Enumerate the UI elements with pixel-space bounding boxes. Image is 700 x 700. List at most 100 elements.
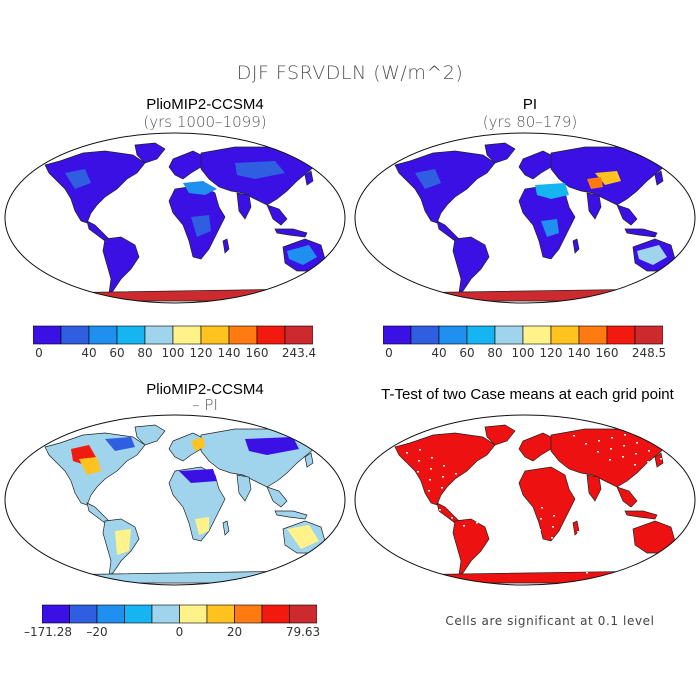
nonsignificant-cell: [405, 463, 407, 465]
land-southAmerica: [452, 518, 490, 576]
nonsignificant-cell: [624, 434, 626, 436]
nonsignificant-cell: [538, 540, 540, 542]
nonsignificant-cell: [528, 510, 530, 512]
land-europe: [518, 432, 556, 462]
nonsignificant-cell: [551, 537, 553, 539]
map-top-right: [354, 132, 696, 304]
land-indonesia: [274, 228, 308, 238]
nonsignificant-cell: [600, 558, 602, 560]
land-india: [586, 474, 602, 502]
nonsignificant-cell: [661, 447, 663, 449]
land-antarctica: [384, 570, 674, 584]
colorbar-tick-label: –171.28: [24, 625, 72, 639]
land-seAsia: [616, 204, 638, 226]
colorbar-tick-label: 160: [245, 346, 269, 360]
colorbar-tick-label: 40: [431, 346, 447, 360]
nonsignificant-cell: [577, 531, 579, 533]
nonsignificant-cell: [638, 560, 640, 562]
nonsignificant-cell: [477, 511, 479, 513]
nonsignificant-cell: [504, 494, 506, 496]
nonsignificant-cell: [564, 534, 566, 536]
colorbar-labels-top-right: 0 40 60 80 100 120 140 160 248.5: [383, 346, 667, 362]
nonsignificant-cell: [441, 487, 443, 489]
colorbar-swatch: [494, 325, 524, 345]
nonsignificant-cell: [514, 524, 516, 526]
colorbar-tick-label: 80: [137, 346, 153, 360]
nonsignificant-cell: [465, 503, 467, 505]
nonsignificant-cell: [576, 542, 578, 544]
colorbar-tick-label: –20: [86, 625, 108, 639]
land-patch: [79, 457, 101, 475]
nonsignificant-cell: [670, 488, 672, 490]
land-europe: [518, 150, 556, 180]
nonsignificant-cell: [453, 495, 455, 497]
nonsignificant-cell: [489, 519, 491, 521]
nonsignificant-cell: [563, 545, 565, 547]
land-antarctica: [34, 570, 324, 584]
land-seAsia: [266, 204, 288, 226]
colorbar-tick-label: 120: [189, 346, 213, 360]
nonsignificant-cell: [647, 461, 649, 463]
nonsignificant-cell: [427, 501, 429, 503]
nonsignificant-cell: [589, 539, 591, 541]
land-india: [236, 192, 252, 220]
land-antarctica: [384, 288, 674, 302]
nonsignificant-cell: [395, 433, 397, 435]
nonsignificant-cell: [550, 548, 552, 550]
land-indonesia: [274, 510, 308, 520]
nonsignificant-cell: [599, 569, 601, 571]
colorbar-swatch: [33, 325, 62, 345]
nonsignificant-cell: [673, 455, 675, 457]
panel-title-top-right: PI: [522, 96, 538, 113]
nonsignificant-cell: [500, 538, 502, 540]
nonsignificant-cell: [648, 450, 650, 452]
land-patch: [287, 525, 319, 549]
nonsignificant-cell: [549, 559, 551, 561]
nonsignificant-cell: [525, 543, 527, 545]
land-japan: [654, 452, 664, 468]
nonsignificant-cell: [455, 473, 457, 475]
land-patch: [595, 171, 621, 185]
land-indonesia: [624, 228, 658, 238]
nonsignificant-cell: [442, 476, 444, 478]
land-patch: [191, 215, 211, 237]
nonsignificant-cell: [429, 479, 431, 481]
map-bottom-right: [354, 414, 696, 586]
nonsignificant-cell: [439, 509, 441, 511]
colorbar-swatch: [634, 325, 663, 345]
colorbar-swatch: [144, 325, 174, 345]
colorbar-top-left: [33, 325, 313, 345]
nonsignificant-cell: [402, 496, 404, 498]
nonsignificant-cell: [443, 465, 445, 467]
nonsignificant-cell: [674, 444, 676, 446]
panel-subtitle-top-right: (yrs 80–179): [482, 113, 578, 131]
land-patch: [415, 169, 441, 189]
land-patch: [535, 183, 569, 199]
nonsignificant-cell: [573, 435, 575, 437]
colorbar-tick-label: 160: [595, 346, 619, 360]
nonsignificant-cell: [431, 457, 433, 459]
colorbar-tick-label: 0: [175, 625, 184, 639]
land-patch: [179, 469, 217, 483]
colorbar-bottom-left: [42, 604, 317, 624]
nonsignificant-cell: [491, 497, 493, 499]
nonsignificant-cell: [588, 550, 590, 552]
colorbar-swatch: [69, 604, 98, 624]
colorbar-swatch: [234, 604, 263, 624]
colorbar-tick-label: 248.5: [631, 346, 667, 360]
land-greenland: [134, 142, 166, 164]
nonsignificant-cell: [646, 472, 648, 474]
land-india: [586, 192, 602, 220]
land-seAsia: [616, 486, 638, 508]
nonsignificant-cell: [527, 521, 529, 523]
nonsignificant-cell: [622, 456, 624, 458]
nonsignificant-cell: [490, 508, 492, 510]
land-patch: [637, 245, 667, 265]
land-madagascar: [572, 238, 580, 254]
colorbar-tick-label: 20: [226, 625, 243, 639]
nonsignificant-cell: [672, 466, 674, 468]
colorbar-swatch: [289, 604, 317, 624]
map-bottom-left: [4, 414, 346, 586]
colorbar-swatch: [228, 325, 258, 345]
colorbar-swatch: [578, 325, 608, 345]
